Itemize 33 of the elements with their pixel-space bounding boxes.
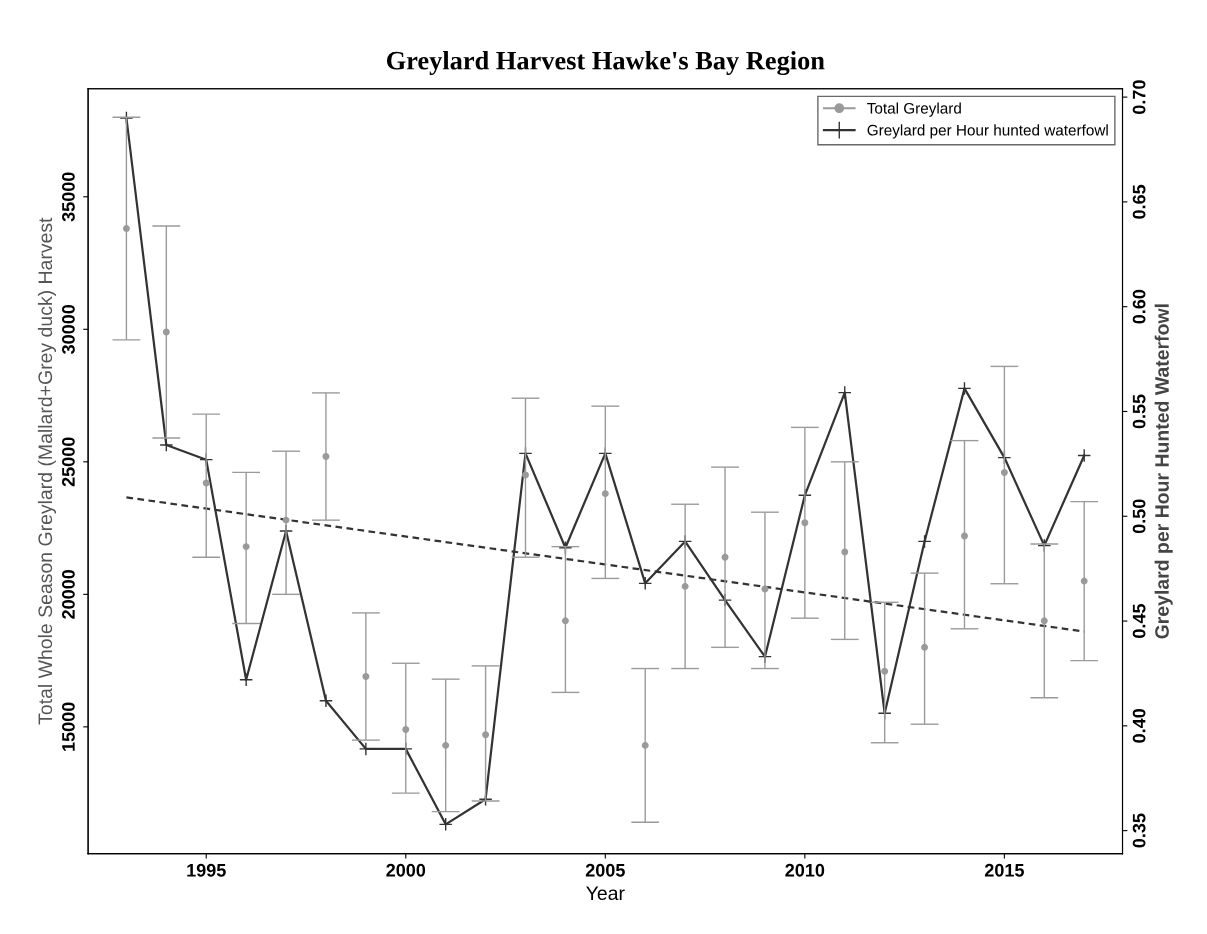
point	[239, 672, 254, 687]
y2-tick-label: 0.70	[1132, 80, 1146, 114]
point	[638, 576, 653, 591]
y2-tick-label: 0.45	[1132, 603, 1146, 638]
x-axis-title: Year	[586, 886, 625, 901]
y2-tick-label: 0.35	[1132, 813, 1146, 848]
point	[319, 693, 333, 708]
x-tick-label: 1995	[187, 863, 226, 877]
y-tick-label: 35000	[62, 172, 75, 222]
y2-tick-label: 0.65	[1132, 184, 1146, 219]
y-tick-label: 25000	[62, 437, 75, 487]
point	[1077, 448, 1092, 463]
y2-tick-label: 0.40	[1132, 709, 1146, 743]
legend-label: Greylard per Hour hunted waterfowl	[867, 124, 1108, 139]
chart-title: Greylard Harvest Hawke's Bay Region	[386, 50, 825, 76]
y2-tick-label: 0.55	[1132, 394, 1146, 429]
point	[159, 438, 174, 452]
point	[837, 385, 852, 400]
y-axis-title: Total Whole Season Greylard (Mallard+Grey duck) Harvest	[37, 217, 56, 725]
y-tick-label: 30000	[62, 304, 75, 354]
x-tick-label: 2000	[386, 863, 426, 877]
y-tick-label: 15000	[62, 702, 75, 751]
x-tick-label: 2010	[785, 863, 825, 877]
y2-axis-title: Greylard per Hour Hunted Waterfowl	[1154, 304, 1173, 639]
y2-tick-label: 0.50	[1132, 499, 1146, 534]
point	[957, 381, 972, 396]
point	[438, 817, 453, 832]
point	[917, 534, 932, 549]
x-tick-label: 2005	[585, 863, 625, 877]
x-tick-label: 2015	[984, 863, 1024, 877]
y-tick-label: 20000	[62, 569, 75, 619]
legend-label: Total Greylard	[867, 102, 961, 117]
y2-tick-label: 0.60	[1132, 289, 1146, 324]
